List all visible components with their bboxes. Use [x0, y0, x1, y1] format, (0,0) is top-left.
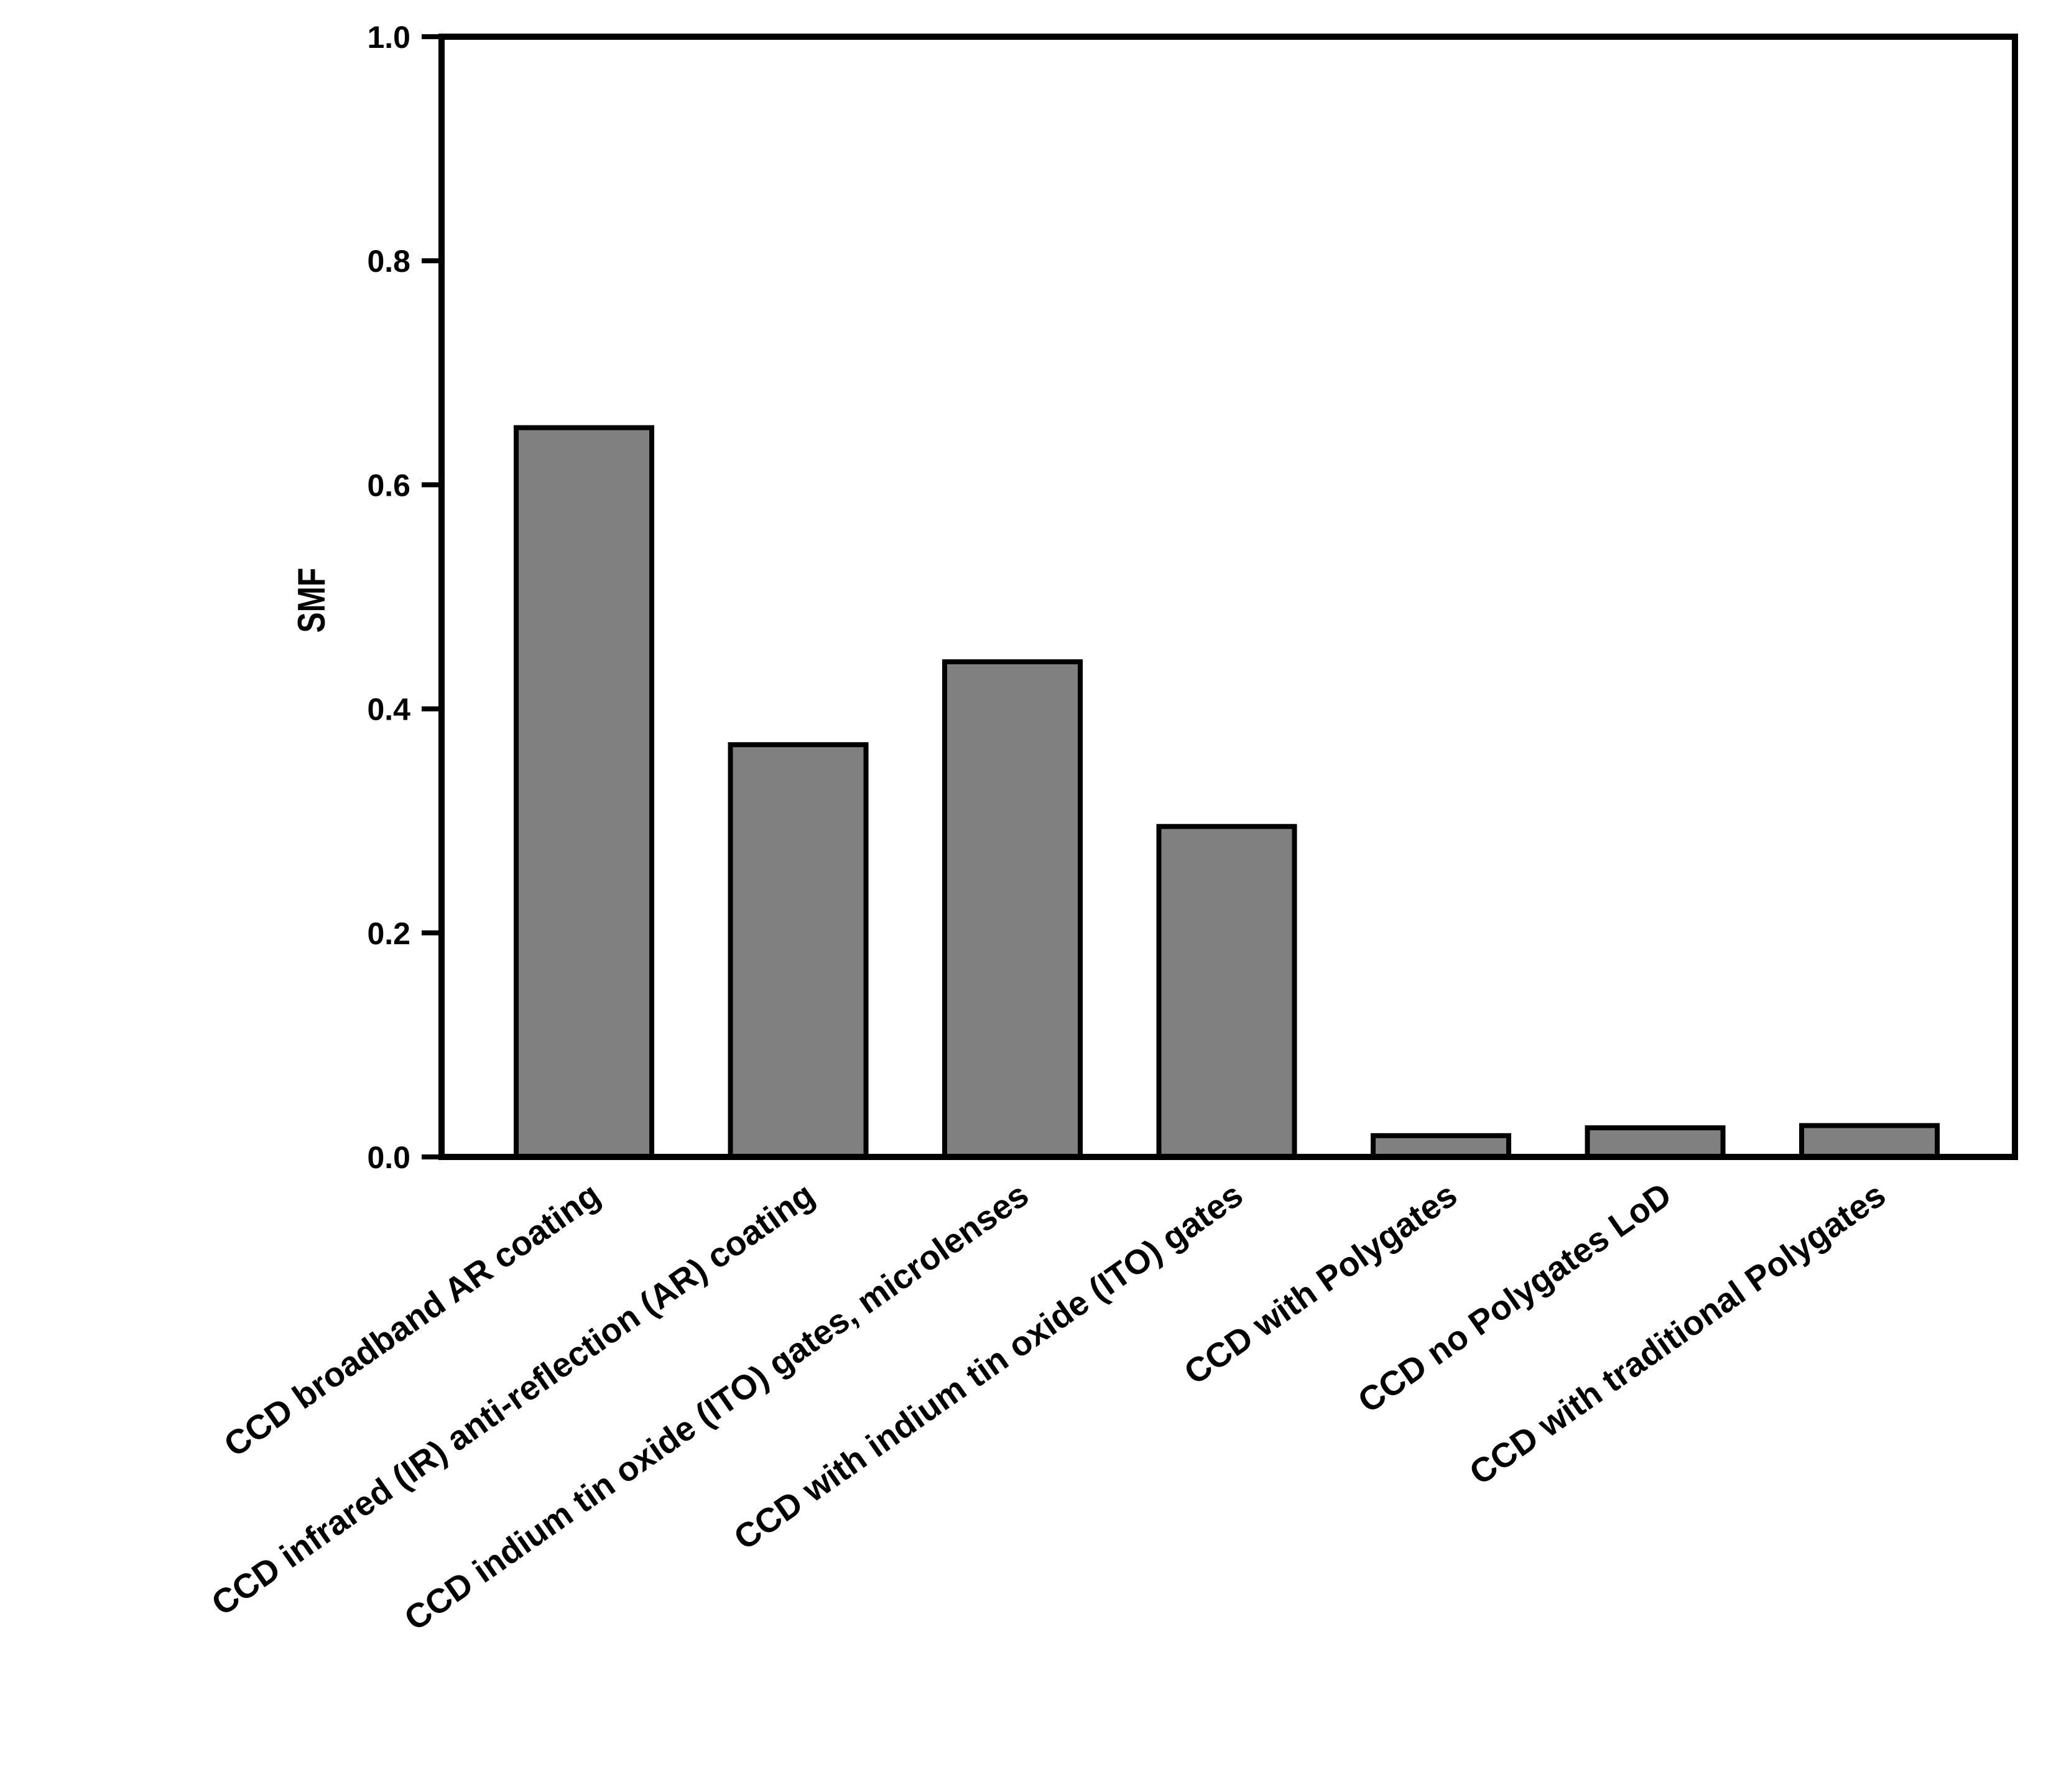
bar	[514, 425, 654, 1160]
y-tick-label: 1.0	[367, 20, 410, 55]
y-tick-label: 0.8	[367, 244, 410, 279]
plot-frame	[438, 34, 2018, 1160]
y-tick-label: 0.0	[367, 1140, 410, 1175]
bar	[1156, 824, 1297, 1159]
y-axis-label: SMF	[290, 568, 333, 633]
bar	[942, 659, 1083, 1159]
x-category-label: CCD with traditional Polygates	[1462, 1175, 1892, 1492]
bar	[1799, 1123, 1940, 1160]
y-tick-label: 0.4	[367, 692, 410, 727]
y-tick-label: 0.6	[367, 468, 410, 503]
x-category-label: CCD broadband AR coating	[217, 1175, 607, 1464]
bar	[1371, 1133, 1511, 1160]
y-tick-label: 0.2	[367, 916, 410, 951]
bar	[728, 742, 869, 1160]
bar	[1585, 1125, 1726, 1159]
